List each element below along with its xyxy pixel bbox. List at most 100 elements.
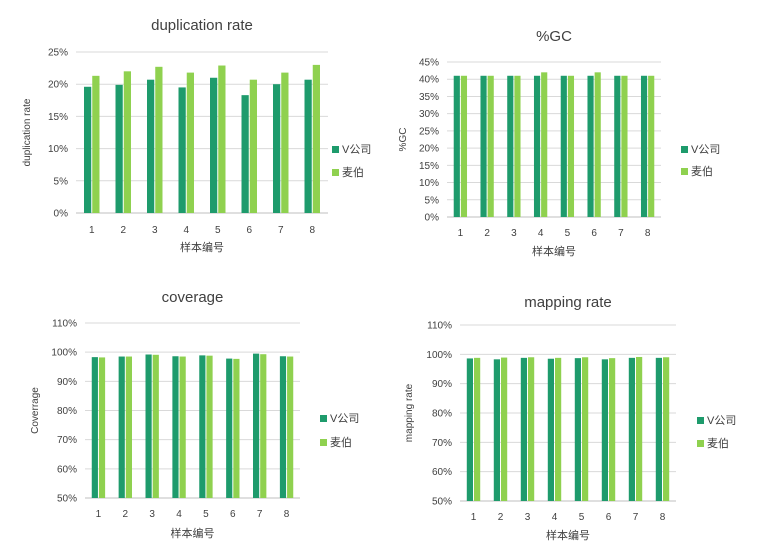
x-tick-label: 2 [120, 225, 126, 236]
x-tick-label: 8 [645, 228, 651, 239]
bar-v-company-3 [507, 75, 514, 218]
bar-maibo-8 [312, 64, 320, 213]
y-tick-label: 50% [432, 497, 452, 508]
y-tick-label: 80% [57, 406, 77, 417]
bar-maibo-8 [663, 357, 670, 501]
bar-maibo-1 [98, 357, 106, 498]
legend-swatch [320, 415, 327, 422]
chart-panel-4: mapping rate 50% 60% 70% 80% 90% 100% 110% 1 2 3 4 5… [404, 294, 736, 542]
bar-maibo-7 [636, 356, 643, 501]
bar-v-company-2 [493, 359, 500, 501]
x-tick-label: 1 [458, 228, 464, 239]
bar-v-company-1 [466, 358, 473, 501]
chart-title: duplication rate [151, 17, 253, 34]
y-tick-label: 15% [48, 112, 68, 123]
legend-label: 麦伯 [330, 435, 352, 449]
x-tick-label: 3 [149, 509, 155, 520]
x-tick-label: 5 [203, 509, 209, 520]
bar-maibo-7 [281, 72, 289, 213]
x-tick-label: 2 [498, 512, 504, 523]
bar-v-company-7 [614, 75, 621, 218]
x-tick-label: 1 [89, 225, 95, 236]
y-tick-label: 45% [419, 58, 439, 69]
x-tick-label: 5 [579, 512, 585, 523]
legend-label: 麦伯 [691, 164, 713, 178]
legend-swatch [697, 417, 704, 424]
x-axis-label: 样本编号 [180, 240, 224, 254]
y-tick-label: 50% [57, 494, 77, 505]
x-axis-label: 样本编号 [171, 526, 215, 540]
bar-v-company-3 [147, 79, 155, 213]
y-tick-label: 110% [427, 321, 452, 332]
x-tick-label: 6 [230, 509, 236, 520]
bar-maibo-6 [594, 72, 601, 217]
y-axis-label: %GC [398, 128, 409, 152]
x-tick-label: 7 [618, 228, 624, 239]
bar-v-company-7 [628, 357, 635, 501]
x-axis-label: 样本编号 [546, 528, 590, 542]
bar-maibo-2 [487, 75, 494, 218]
bar-maibo-6 [609, 358, 616, 501]
bar-v-company-6 [226, 358, 233, 498]
bar-v-company-1 [453, 75, 460, 218]
x-tick-label: 4 [552, 512, 558, 523]
y-axis-label: Coverrage [30, 387, 41, 434]
legend-label: 麦伯 [342, 165, 364, 179]
y-tick-label: 40% [419, 75, 439, 86]
x-tick-label: 1 [96, 509, 102, 520]
bar-v-company-1 [84, 86, 92, 213]
y-tick-label: 25% [48, 48, 68, 59]
y-tick-label: 100% [426, 350, 452, 361]
bar-maibo-3 [514, 75, 521, 218]
y-tick-label: 90% [432, 379, 452, 390]
bar-maibo-7 [260, 354, 267, 498]
chart-title: mapping rate [524, 294, 612, 311]
bar-maibo-6 [233, 358, 240, 498]
bar-v-company-4 [533, 75, 541, 218]
bar-v-company-4 [178, 87, 186, 213]
bar-maibo-4 [186, 72, 194, 213]
bar-maibo-3 [155, 66, 163, 213]
y-tick-label: 25% [419, 126, 439, 137]
bar-v-company-5 [560, 75, 567, 218]
chart-panel-1: duplication rate 0% 5% 10% 15% 20% 25% 1 2 3 4 5 6 7 8… [22, 17, 371, 254]
x-tick-label: 5 [215, 225, 221, 236]
bar-maibo-7 [621, 75, 628, 218]
bar-v-company-8 [655, 357, 662, 501]
bar-maibo-1 [460, 75, 468, 218]
x-tick-label: 6 [606, 512, 612, 523]
y-tick-label: 70% [432, 438, 452, 449]
bar-v-company-8 [279, 356, 287, 498]
bar-v-company-1 [91, 357, 98, 498]
bar-v-company-6 [587, 75, 594, 218]
x-tick-label: 7 [633, 512, 639, 523]
bar-maibo-5 [206, 355, 213, 498]
legend-swatch [332, 146, 339, 153]
bar-maibo-1 [474, 357, 481, 501]
bar-v-company-5 [210, 77, 218, 213]
y-tick-label: 70% [57, 435, 77, 446]
legend-label: V公司 [707, 415, 736, 427]
y-tick-label: 90% [57, 377, 77, 388]
bar-maibo-4 [555, 357, 562, 501]
y-tick-label: 60% [57, 464, 77, 475]
bar-maibo-5 [567, 75, 575, 218]
x-tick-label: 2 [123, 509, 129, 520]
bar-v-company-7 [253, 353, 260, 498]
bar-maibo-8 [648, 75, 655, 218]
y-tick-label: 10% [419, 178, 439, 189]
bar-v-company-4 [172, 356, 179, 498]
x-axis-label: 样本编号 [532, 244, 576, 258]
x-tick-label: 2 [484, 228, 490, 239]
legend-label: 麦伯 [707, 436, 729, 450]
x-tick-label: 7 [257, 509, 263, 520]
bar-maibo-2 [501, 357, 508, 501]
legend-swatch [332, 169, 339, 176]
legend-swatch [681, 146, 688, 153]
y-tick-label: 100% [51, 348, 77, 359]
bar-v-company-3 [520, 357, 527, 501]
bar-v-company-6 [241, 95, 249, 213]
bar-v-company-3 [145, 354, 152, 498]
chart-title: coverage [162, 289, 224, 306]
